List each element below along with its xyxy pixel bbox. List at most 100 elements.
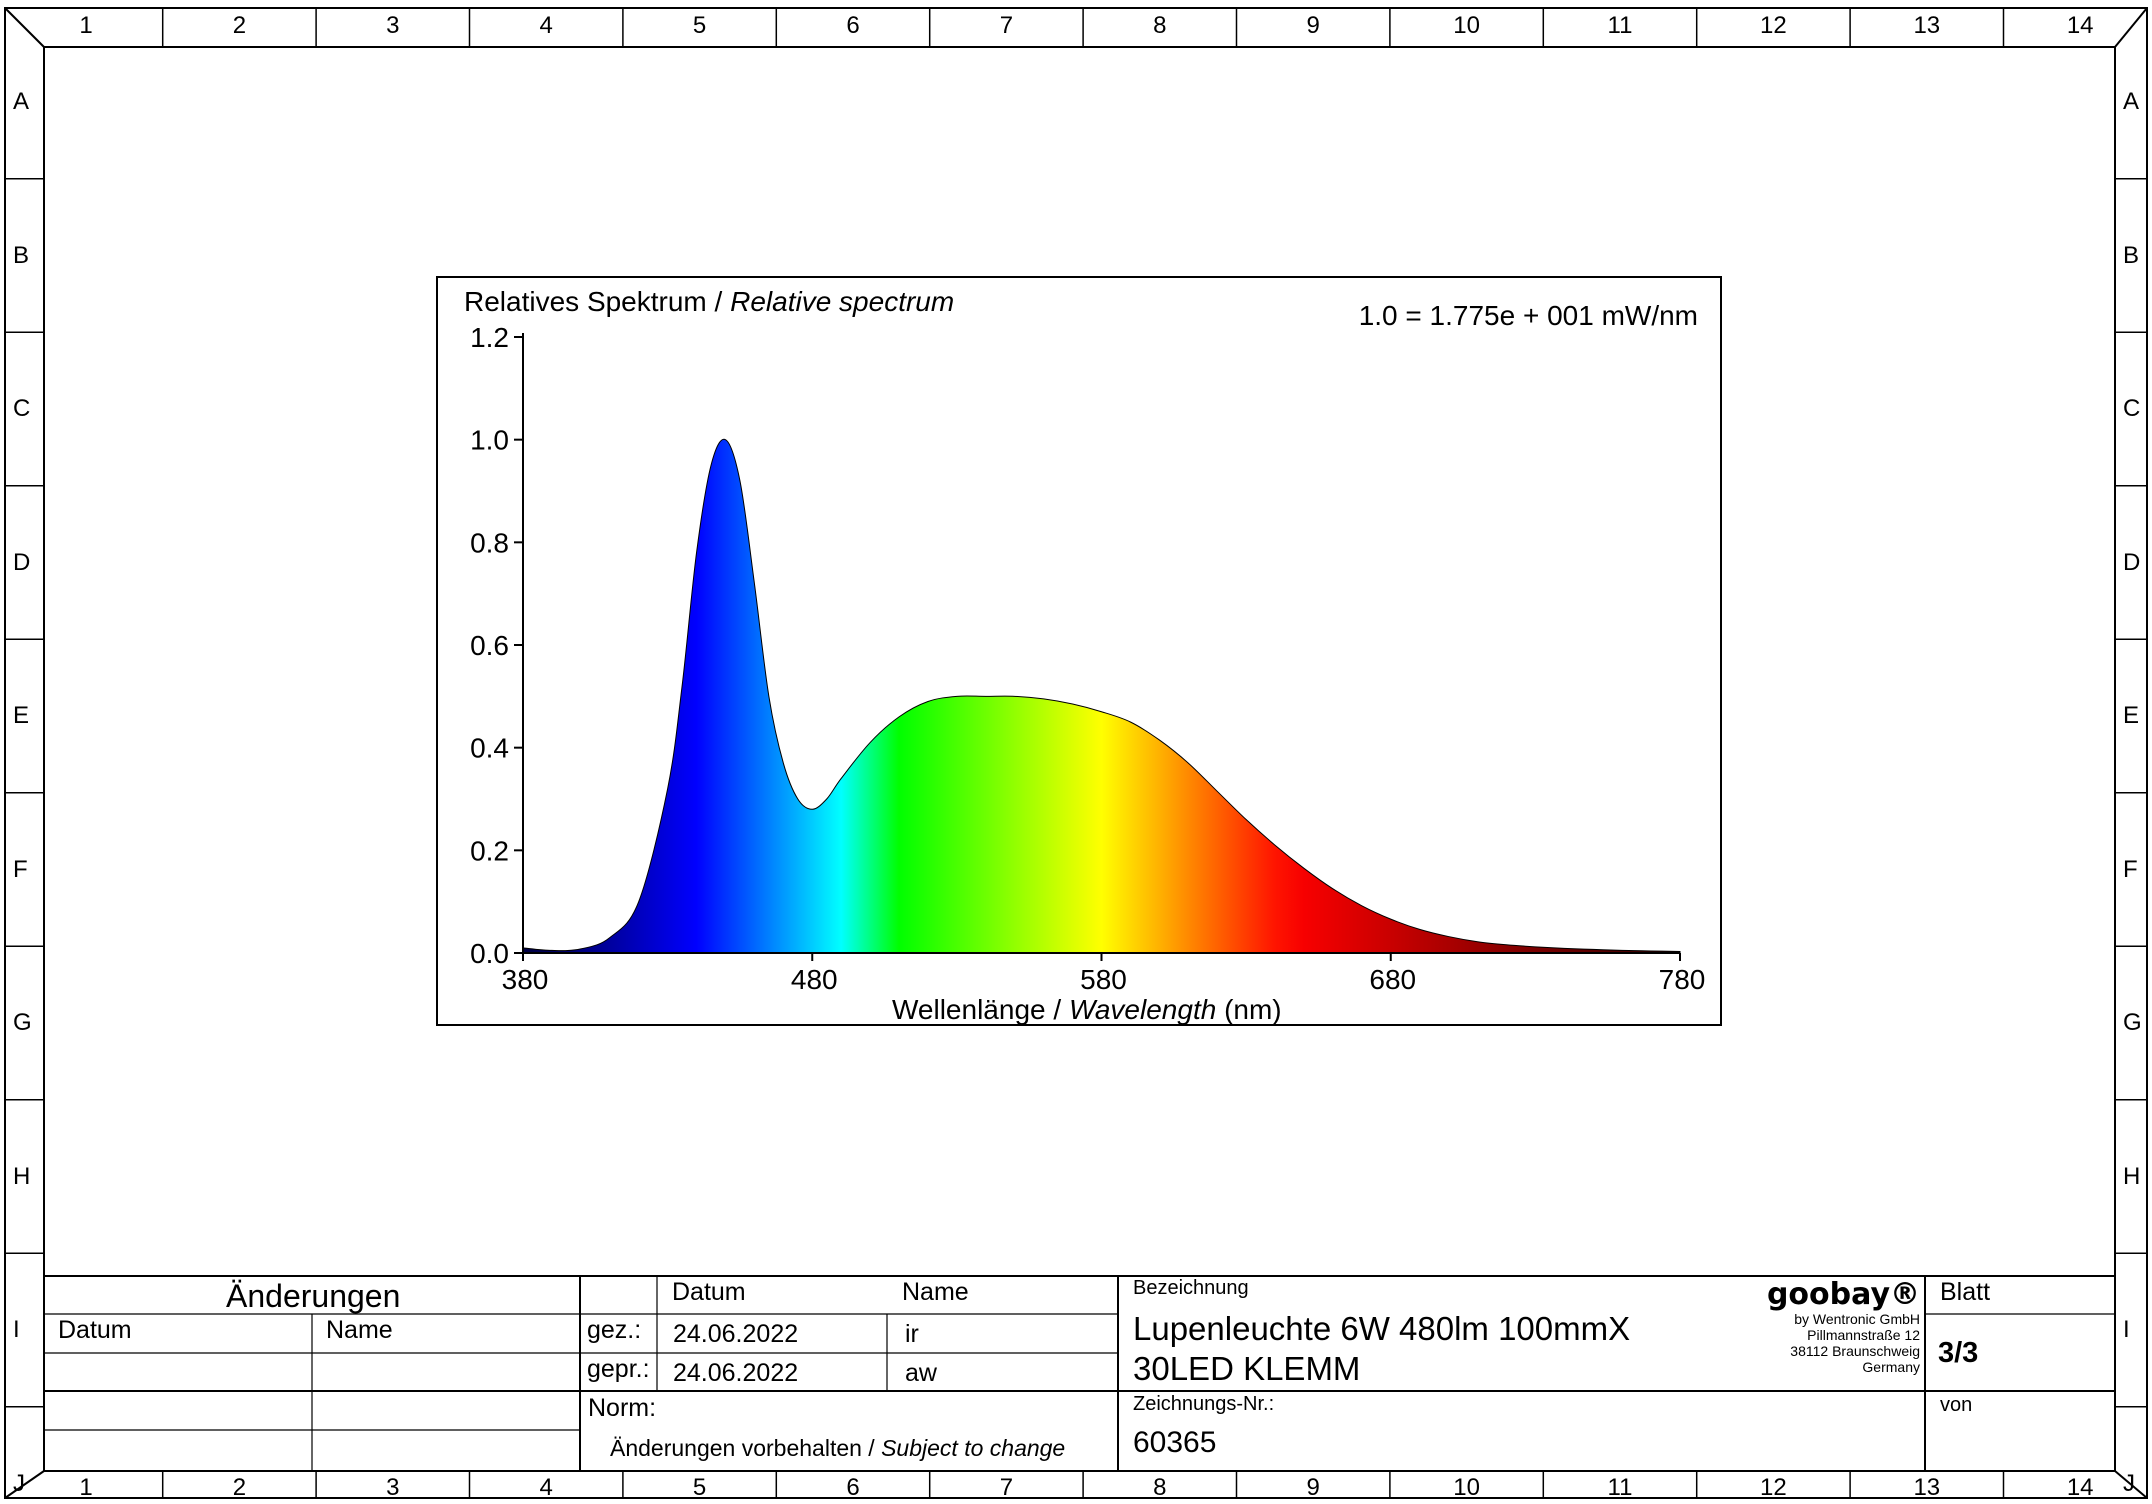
spectrum-chart: Relatives Spektrum / Relative spectrum 1… [436, 276, 1722, 1026]
chart-scale-note: 1.0 = 1.775e + 001 mW/nm [1358, 300, 1698, 331]
zone-column-label: 13 [1913, 1474, 1941, 1501]
x-axis-label-de: Wellenlänge / [892, 994, 1069, 1025]
zone-column-label: 12 [1760, 1474, 1787, 1501]
x-tick-label: 380 [502, 964, 549, 995]
changes-col-date: Datum [58, 1316, 132, 1344]
zone-column-label: 9 [1306, 12, 1320, 39]
drawn-name: ir [905, 1320, 919, 1348]
zone-row-label: B [2123, 241, 2140, 269]
zone-column-label: 7 [999, 1474, 1014, 1501]
zone-column-label: 13 [1913, 12, 1941, 39]
designation-line1: Lupenleuchte 6W 480lm 100mmX [1133, 1310, 1631, 1347]
company-line-4: Germany [1862, 1359, 1920, 1375]
x-tick-label: 680 [1369, 964, 1416, 995]
drawn-label: gez.: [587, 1316, 642, 1344]
y-tick-label: 0.6 [470, 630, 509, 661]
zone-row-label: F [13, 855, 28, 883]
zone-row-label: D [13, 548, 31, 576]
zone-row-label: G [13, 1009, 32, 1036]
chart-plot: 0.0 0.2 0.4 0.6 0.8 1.0 1.2 380 480 580 680 780 [470, 322, 1706, 995]
zone-column-label: 8 [1153, 12, 1167, 39]
disclaimer-en: Subject to change [881, 1435, 1066, 1461]
drawn-date: 24.06.2022 [673, 1320, 799, 1348]
zone-column-label: 6 [846, 12, 860, 39]
chart-title-en: Relative spectrum [730, 286, 955, 317]
zone-row-label: J [2123, 1469, 2135, 1497]
zone-column-label: 8 [1153, 1474, 1167, 1501]
drawing-no-label: Zeichnungs-Nr.: [1133, 1393, 1275, 1415]
zone-column-label: 1 [79, 1474, 93, 1501]
zone-column-label: 11 [1607, 12, 1633, 39]
zone-row-label: G [2123, 1009, 2142, 1036]
approval-col-date: Datum [672, 1278, 746, 1306]
spectrum-area [522, 438, 1681, 954]
y-tick-label: 1.2 [470, 322, 509, 353]
chart-title: Relatives Spektrum / Relative spectrum [464, 288, 954, 316]
zone-column-label: 14 [2066, 12, 2094, 39]
zone-row-label: I [2123, 1316, 2130, 1343]
y-tick-label: 0.4 [470, 733, 509, 764]
zone-column-label: 7 [999, 12, 1014, 39]
sheet-label: Blatt [1940, 1278, 1991, 1306]
disclaimer: Änderungen vorbehalten / Subject to chan… [610, 1437, 1065, 1460]
zone-column-label: 1 [79, 12, 93, 39]
norm-label: Norm: [588, 1394, 657, 1422]
zone-row-label: H [2123, 1162, 2141, 1190]
goobay-logo: goobay® [1766, 1277, 1920, 1312]
zone-row-label: A [2123, 88, 2140, 115]
zone-row-label: F [2123, 855, 2138, 883]
zone-column-label: 10 [1453, 12, 1480, 39]
zone-row-label: E [2123, 702, 2140, 729]
x-tick-label: 580 [1080, 964, 1127, 995]
x-axis-label: Wellenlänge / Wavelength (nm) [892, 996, 1282, 1024]
zone-column-label: 11 [1607, 1474, 1633, 1501]
company-line-3: 38112 Braunschweig [1790, 1343, 1920, 1359]
zone-row-label: J [13, 1469, 25, 1497]
chart-title-de: Relatives Spektrum / [464, 286, 731, 317]
sheet-value: 3/3 [1938, 1337, 1979, 1369]
zone-column-label: 4 [539, 1474, 553, 1501]
checked-label: gepr.: [587, 1355, 650, 1383]
zone-column-label: 9 [1306, 1474, 1320, 1501]
disclaimer-de: Änderungen vorbehalten / [610, 1435, 882, 1461]
zone-column-label: 5 [692, 12, 707, 39]
y-tick-label: 0.2 [470, 835, 509, 866]
company-line-1: by Wentronic GmbH [1794, 1311, 1920, 1327]
zone-column-label: 5 [692, 1474, 707, 1501]
x-tick-label: 780 [1659, 964, 1706, 995]
of-label: von [1940, 1394, 1973, 1416]
designation-label: Bezeichnung [1133, 1277, 1249, 1299]
zone-column-label: 12 [1760, 12, 1787, 39]
y-tick-label: 1.0 [470, 425, 509, 456]
y-tick-label: 0.0 [470, 938, 509, 969]
checked-date: 24.06.2022 [673, 1359, 799, 1387]
checked-name: aw [905, 1359, 937, 1387]
changes-col-name: Name [326, 1316, 393, 1344]
zone-column-label: 14 [2066, 1474, 2094, 1501]
y-tick-label: 0.8 [470, 527, 509, 558]
drawing-no: 60365 [1133, 1426, 1217, 1459]
zone-row-label: C [13, 395, 31, 422]
zone-column-label: 6 [846, 1474, 860, 1501]
zone-column-label: 3 [386, 12, 400, 39]
company-logo: goobay® by Wentronic GmbH Pillmannstraße… [1720, 1278, 1920, 1375]
zone-column-label: 10 [1453, 1474, 1480, 1501]
zone-column-label: 4 [539, 12, 553, 39]
zone-row-label: C [2123, 395, 2141, 422]
zone-column-label: 2 [232, 1474, 247, 1501]
company-line-2: Pillmannstraße 12 [1807, 1327, 1920, 1343]
zone-row-label: B [13, 241, 30, 269]
x-tick-label: 480 [791, 964, 838, 995]
designation-line2: 30LED KLEMM [1133, 1350, 1361, 1387]
zone-row-label: E [13, 702, 30, 729]
x-axis-label-en: Wavelength [1068, 994, 1217, 1025]
zone-column-label: 2 [232, 12, 247, 39]
zone-column-label: 3 [386, 1474, 400, 1501]
zone-row-label: I [13, 1316, 20, 1343]
approval-col-name: Name [902, 1278, 969, 1306]
changes-title: Änderungen [226, 1278, 401, 1314]
x-axis-label-unit: (nm) [1216, 994, 1282, 1025]
zone-row-label: D [2123, 548, 2141, 576]
